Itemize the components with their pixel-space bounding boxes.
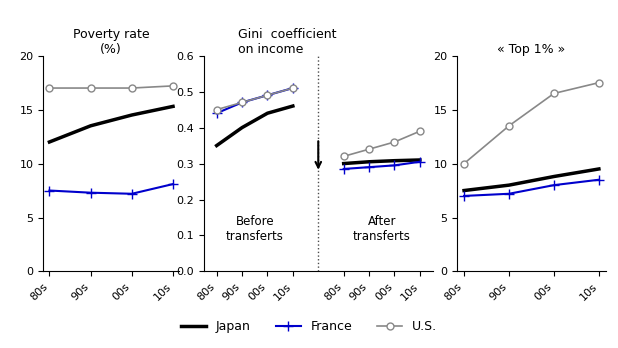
Text: Gini  coefficient
on income: Gini coefficient on income	[238, 28, 337, 56]
Title: Poverty rate
(%): Poverty rate (%)	[73, 28, 150, 56]
Title: « Top 1% »: « Top 1% »	[497, 43, 565, 56]
Legend: Japan, France, U.S.: Japan, France, U.S.	[176, 315, 442, 338]
Text: After
transferts: After transferts	[353, 215, 411, 243]
Text: Before
transferts: Before transferts	[226, 215, 284, 243]
